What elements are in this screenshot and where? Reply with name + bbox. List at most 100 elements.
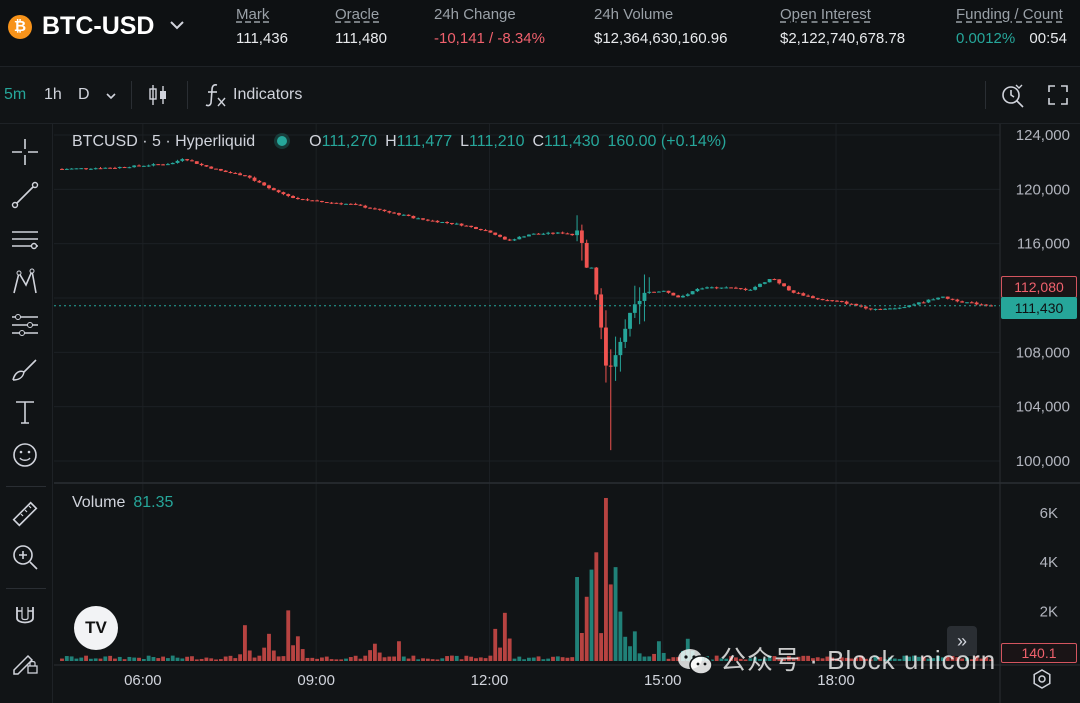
candle-body bbox=[372, 208, 377, 210]
candle-body bbox=[806, 295, 811, 297]
volume-bar bbox=[517, 656, 522, 661]
volume-bar bbox=[777, 659, 782, 661]
volume-bar bbox=[522, 659, 527, 661]
volume-bar bbox=[295, 636, 300, 661]
candle-body bbox=[762, 282, 767, 284]
timeframe-5m[interactable]: 5m bbox=[4, 86, 27, 103]
candle-body bbox=[565, 233, 570, 235]
volume-bar bbox=[709, 659, 714, 661]
candle-body bbox=[897, 307, 902, 309]
candle-body bbox=[984, 304, 989, 306]
candle-body bbox=[854, 303, 859, 306]
volume-bar bbox=[310, 657, 315, 661]
volume-bar bbox=[570, 657, 575, 661]
candle-body bbox=[888, 308, 892, 310]
candle-body bbox=[733, 287, 738, 289]
candle-body bbox=[464, 225, 469, 227]
trendline-icon[interactable] bbox=[10, 180, 40, 210]
candle-body bbox=[363, 205, 368, 208]
volume-bar bbox=[242, 625, 247, 661]
candle-body bbox=[137, 165, 141, 167]
candle-body bbox=[656, 291, 661, 293]
candle-body bbox=[483, 230, 488, 232]
pattern-icon[interactable] bbox=[10, 267, 40, 297]
candle-body bbox=[512, 239, 517, 241]
magnet-icon[interactable] bbox=[10, 602, 40, 632]
timeframe-d[interactable]: D bbox=[78, 86, 90, 103]
prediction-icon[interactable] bbox=[10, 310, 40, 340]
candle-body bbox=[165, 164, 170, 166]
candles-icon[interactable] bbox=[146, 83, 170, 107]
close-label: C bbox=[532, 133, 545, 150]
chevron-down-icon[interactable] bbox=[104, 90, 118, 102]
candle-body bbox=[873, 308, 878, 310]
tradingview-logo[interactable]: TV bbox=[74, 606, 118, 650]
candle-body bbox=[170, 162, 175, 165]
candle-body bbox=[777, 279, 782, 284]
volume-bar bbox=[483, 658, 488, 661]
volume-bar bbox=[916, 656, 921, 661]
volume-bar bbox=[820, 658, 825, 661]
candle-body bbox=[531, 233, 536, 235]
candle-body bbox=[902, 307, 907, 309]
volume-bar bbox=[271, 650, 276, 661]
candle-body bbox=[681, 295, 685, 298]
candle-body bbox=[589, 267, 594, 269]
fib-icon[interactable] bbox=[10, 224, 40, 254]
emoji-icon[interactable] bbox=[10, 440, 40, 470]
toolbar-divider bbox=[187, 81, 188, 109]
x-tick-label: 09:00 bbox=[297, 672, 335, 689]
candle-body bbox=[969, 302, 974, 304]
candle-body bbox=[936, 297, 941, 300]
candle-body bbox=[599, 294, 604, 328]
candle-body bbox=[127, 167, 132, 169]
chevron-down-icon[interactable] bbox=[166, 14, 188, 36]
indicators-button[interactable]: Indicators bbox=[233, 86, 303, 103]
volume-bar bbox=[108, 655, 113, 661]
watermark: 公众号 · Block unicorn bbox=[676, 640, 996, 677]
candle-body bbox=[618, 341, 623, 356]
ruler-icon[interactable] bbox=[10, 499, 40, 529]
timeframe-1h[interactable]: 1h bbox=[44, 86, 62, 103]
brush-icon[interactable] bbox=[10, 354, 40, 384]
candle-body bbox=[310, 200, 315, 202]
crosshair-icon[interactable] bbox=[10, 137, 40, 167]
candle-body bbox=[979, 304, 984, 306]
candle-body bbox=[218, 168, 223, 171]
candle-body bbox=[642, 292, 647, 301]
candle-body bbox=[223, 170, 228, 173]
candle-body bbox=[454, 223, 459, 225]
text-icon[interactable] bbox=[10, 397, 40, 427]
volume-bar bbox=[844, 657, 849, 661]
scroll-to-realtime-button[interactable]: » bbox=[947, 626, 977, 656]
zoom-in-icon[interactable] bbox=[10, 542, 40, 572]
candle-body bbox=[449, 222, 454, 224]
lock-draw-icon[interactable] bbox=[10, 646, 40, 676]
candle-body bbox=[233, 172, 238, 174]
candle-body bbox=[382, 209, 387, 212]
candle-body bbox=[74, 168, 79, 170]
volume-bar bbox=[156, 658, 161, 661]
volume-bar bbox=[815, 657, 820, 661]
candle-body bbox=[748, 289, 753, 291]
watermark-text: 公众号 · Block unicorn bbox=[720, 645, 997, 675]
gear-icon[interactable] bbox=[1031, 668, 1053, 690]
candle-body bbox=[190, 160, 194, 162]
candle-body bbox=[103, 167, 108, 169]
y-tick-label: 124,000 bbox=[1016, 127, 1070, 144]
volume-bar bbox=[733, 657, 738, 661]
candle-body bbox=[719, 287, 724, 289]
volume-bar bbox=[199, 658, 204, 661]
replay-icon[interactable] bbox=[999, 82, 1025, 108]
fullscreen-icon[interactable] bbox=[1047, 84, 1069, 106]
volume-bar bbox=[440, 658, 445, 661]
volume-bar bbox=[637, 653, 642, 661]
fx-icon[interactable] bbox=[203, 81, 229, 109]
volume-bar bbox=[141, 658, 146, 661]
candle-body bbox=[517, 236, 522, 240]
pair-selector[interactable]: BTC-USD bbox=[42, 12, 155, 40]
candle-body bbox=[652, 291, 657, 293]
candle-body bbox=[300, 199, 305, 201]
volume-bar bbox=[430, 659, 435, 661]
